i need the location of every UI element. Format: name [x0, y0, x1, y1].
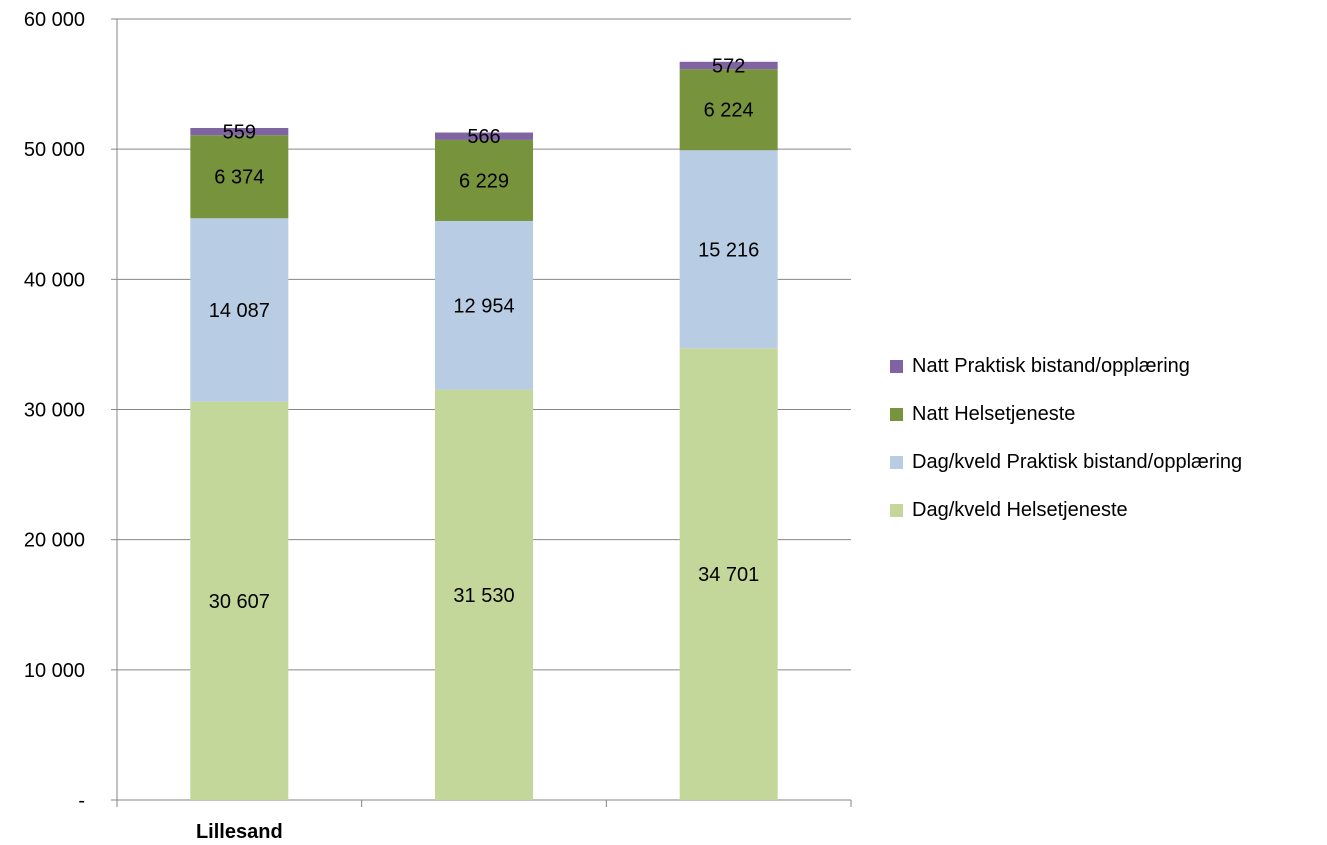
legend-item-natt-praktisk: Natt Praktisk bistand/opplæring — [890, 342, 1242, 390]
bar-segment — [435, 220, 533, 390]
bar-segment — [679, 61, 778, 70]
data-label: 6 224 — [704, 100, 754, 122]
bar-segment — [435, 132, 533, 140]
data-label: 6 374 — [214, 167, 264, 189]
data-label: 30 607 — [209, 591, 270, 613]
legend-item-natt-helse: Natt Helsetjeneste — [890, 390, 1242, 438]
bar-segment — [190, 127, 289, 136]
legend-label: Natt Praktisk bistand/opplæring — [912, 354, 1190, 377]
data-label: 566 — [467, 126, 500, 148]
bar-segment — [190, 218, 289, 402]
bar-segment — [679, 348, 778, 800]
bar-segment — [679, 69, 778, 151]
data-label: 15 216 — [698, 239, 759, 261]
y-tick-label: 20 000 — [24, 530, 85, 552]
legend-item-dag-praktisk: Dag/kveld Praktisk bistand/opplæring — [890, 438, 1242, 486]
data-label: 34 701 — [698, 564, 759, 586]
data-label: 572 — [712, 56, 745, 78]
legend-label: Dag/kveld Praktisk bistand/opplæring — [912, 450, 1243, 473]
bar-segment — [679, 150, 778, 349]
legend-swatch — [890, 455, 903, 469]
data-label: 559 — [223, 122, 256, 144]
bar-segment — [435, 389, 533, 800]
y-tick-label: 30 000 — [24, 400, 85, 422]
bar-segment — [190, 401, 289, 800]
y-tick-label: 40 000 — [24, 269, 85, 291]
legend-label: Dag/kveld Helsetjeneste — [912, 498, 1128, 521]
bar-segment — [435, 139, 533, 221]
x-category-label: Lillesand — [196, 821, 283, 843]
data-label: 6 229 — [459, 170, 509, 192]
chart-legend: Natt Praktisk bistand/opplæring Natt Hel… — [890, 342, 1242, 534]
legend-item-dag-helse: Dag/kveld Helsetjeneste — [890, 486, 1242, 534]
y-tick-label: 60 000 — [24, 9, 85, 31]
data-label: 14 087 — [209, 300, 270, 322]
legend-swatch — [890, 503, 903, 517]
legend-swatch — [890, 407, 903, 421]
y-tick-label: - — [78, 790, 85, 812]
legend-label: Natt Helsetjeneste — [912, 402, 1076, 425]
legend-swatch — [890, 359, 903, 373]
bar-segment — [190, 135, 289, 219]
y-tick-label: 50 000 — [24, 139, 85, 161]
data-label: 12 954 — [453, 295, 514, 317]
data-label: 31 530 — [453, 585, 514, 607]
y-tick-label: 10 000 — [24, 660, 85, 682]
